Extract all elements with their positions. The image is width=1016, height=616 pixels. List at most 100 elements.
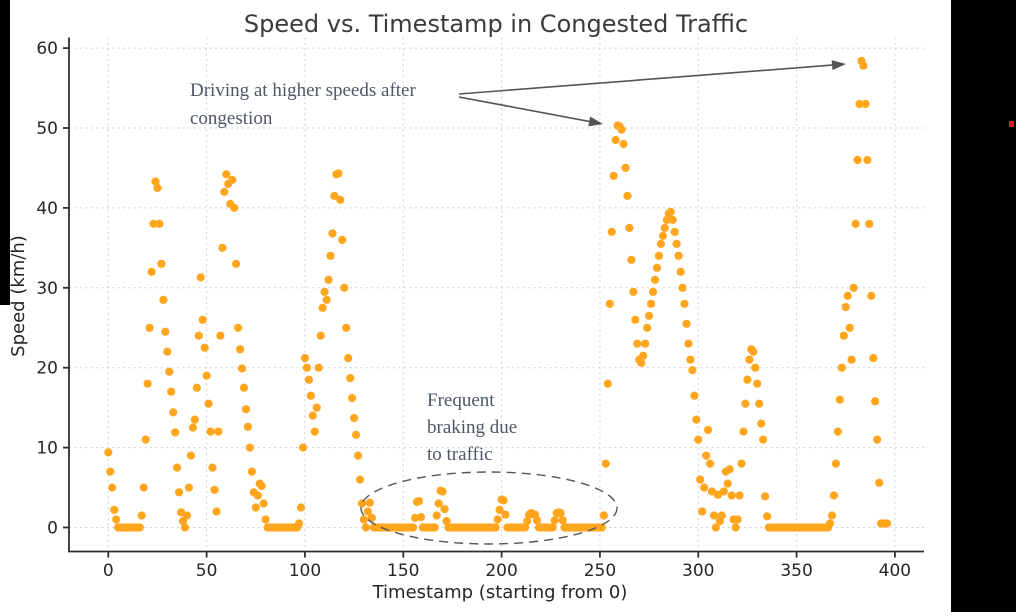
data-point bbox=[192, 383, 201, 392]
data-point bbox=[688, 366, 697, 375]
data-point bbox=[493, 515, 502, 524]
data-point bbox=[328, 229, 337, 238]
data-point bbox=[761, 492, 770, 501]
annotation-line: congestion bbox=[190, 108, 273, 129]
data-point bbox=[558, 516, 567, 525]
data-point bbox=[686, 355, 695, 364]
data-point bbox=[863, 155, 872, 165]
data-point bbox=[310, 427, 319, 436]
data-point bbox=[298, 443, 308, 452]
data-point bbox=[206, 427, 215, 436]
data-point bbox=[198, 315, 207, 324]
data-point bbox=[694, 435, 703, 444]
data-point bbox=[835, 395, 844, 404]
data-point bbox=[829, 491, 839, 500]
data-point bbox=[637, 358, 646, 367]
data-point bbox=[190, 415, 199, 424]
axes-spines bbox=[68, 37, 924, 553]
data-point bbox=[145, 323, 154, 332]
data-point bbox=[171, 428, 180, 437]
data-point bbox=[200, 343, 209, 352]
data-point bbox=[666, 207, 675, 216]
data-point bbox=[352, 430, 361, 439]
data-point bbox=[175, 488, 184, 497]
data-point bbox=[873, 435, 882, 444]
data-point bbox=[173, 463, 182, 472]
data-point bbox=[326, 251, 335, 260]
data-point bbox=[678, 283, 687, 292]
data-point bbox=[523, 517, 532, 526]
data-point bbox=[169, 408, 178, 417]
data-point bbox=[621, 163, 630, 172]
data-point bbox=[749, 347, 758, 356]
data-point bbox=[741, 399, 750, 408]
data-point bbox=[711, 523, 721, 532]
data-point bbox=[639, 351, 648, 360]
data-point bbox=[861, 99, 870, 109]
x-tick-label: 50 bbox=[196, 561, 218, 581]
data-point bbox=[599, 511, 609, 520]
x-tick-label: 200 bbox=[485, 561, 517, 581]
data-point bbox=[839, 331, 848, 340]
data-point bbox=[692, 415, 701, 424]
data-point bbox=[143, 379, 152, 388]
data-point bbox=[670, 227, 679, 236]
data-point bbox=[361, 523, 370, 532]
data-point bbox=[210, 485, 219, 494]
y-tick-label: 20 bbox=[36, 359, 58, 379]
data-point bbox=[295, 519, 304, 528]
data-point bbox=[409, 523, 418, 532]
data-point bbox=[253, 491, 262, 500]
data-point bbox=[222, 170, 231, 179]
annotation-arrows bbox=[458, 60, 846, 127]
data-point bbox=[438, 487, 447, 496]
data-point bbox=[218, 243, 227, 252]
data-point bbox=[757, 419, 766, 428]
annotation-braking: Frequent braking due to traffic bbox=[427, 390, 517, 465]
data-point bbox=[104, 448, 113, 457]
arrow-line bbox=[458, 64, 833, 95]
data-point bbox=[654, 251, 664, 260]
data-point bbox=[342, 323, 351, 332]
data-point bbox=[316, 331, 325, 340]
data-point bbox=[346, 374, 355, 383]
data-point bbox=[709, 511, 719, 520]
data-point bbox=[228, 175, 237, 184]
data-point bbox=[550, 516, 559, 525]
data-point bbox=[845, 323, 854, 332]
data-point bbox=[167, 387, 176, 396]
data-point bbox=[727, 491, 736, 500]
data-point bbox=[159, 295, 168, 304]
data-point bbox=[194, 331, 203, 340]
scatter-points bbox=[104, 56, 892, 532]
data-point bbox=[753, 379, 762, 388]
data-point bbox=[340, 283, 349, 292]
data-point bbox=[257, 481, 266, 491]
data-point bbox=[318, 303, 327, 312]
data-point bbox=[532, 516, 542, 525]
data-point bbox=[645, 311, 654, 320]
data-point bbox=[841, 302, 850, 312]
tick-labels: 0 50 100 150 200 250 300 350 400 0 10 20 30 40 50 60 bbox=[36, 39, 911, 581]
data-point bbox=[186, 451, 195, 460]
data-point bbox=[650, 275, 660, 284]
data-point bbox=[202, 371, 211, 380]
data-point bbox=[855, 99, 864, 109]
data-point bbox=[743, 375, 752, 384]
y-tick-label: 0 bbox=[47, 519, 58, 539]
x-tick-label: 0 bbox=[103, 561, 114, 581]
data-point bbox=[151, 177, 160, 186]
data-point bbox=[717, 511, 726, 520]
annotation-line: Frequent bbox=[427, 390, 495, 411]
data-point bbox=[314, 363, 323, 372]
data-point bbox=[312, 403, 321, 412]
data-point bbox=[296, 503, 306, 512]
data-point bbox=[605, 299, 614, 308]
x-axis-label: Timestamp (starting from 0) bbox=[372, 582, 628, 603]
data-point bbox=[137, 511, 146, 520]
data-point bbox=[338, 235, 347, 244]
data-point bbox=[647, 299, 656, 308]
x-tick-label: 250 bbox=[584, 561, 616, 581]
data-point bbox=[843, 291, 852, 300]
y-tick-label: 40 bbox=[36, 199, 58, 219]
